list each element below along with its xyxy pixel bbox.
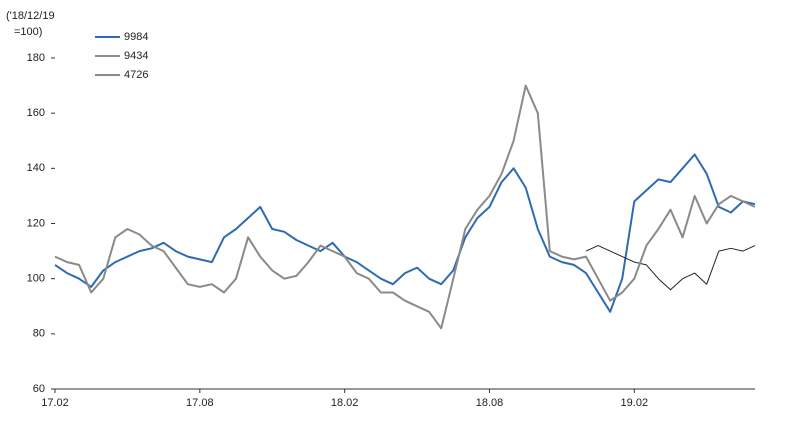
x-tick-label: 18.02 — [331, 397, 359, 409]
y-tick-label: 60 — [33, 383, 45, 395]
series-line — [54, 153, 756, 313]
y-tick-label: 140 — [27, 162, 45, 174]
y-tick-label: 160 — [27, 107, 45, 119]
x-tick-label: 18.08 — [476, 397, 504, 409]
y-tick-label: 100 — [27, 273, 45, 285]
legend-label: 9984 — [124, 31, 148, 43]
y-axis-label: ('18/12/19 — [6, 10, 55, 22]
x-tick-label: 17.08 — [186, 397, 214, 409]
y-tick-label: 120 — [27, 217, 45, 229]
x-tick-label: 19.02 — [621, 397, 649, 409]
x-tick-label: 17.02 — [41, 397, 69, 409]
legend-label: 4726 — [124, 69, 148, 81]
y-axis-label: =100) — [14, 26, 42, 38]
series-line — [54, 84, 756, 330]
legend-label: 9434 — [124, 50, 148, 62]
y-tick-label: 80 — [33, 328, 45, 340]
y-tick-label: 180 — [27, 52, 45, 64]
series-line — [585, 245, 756, 291]
